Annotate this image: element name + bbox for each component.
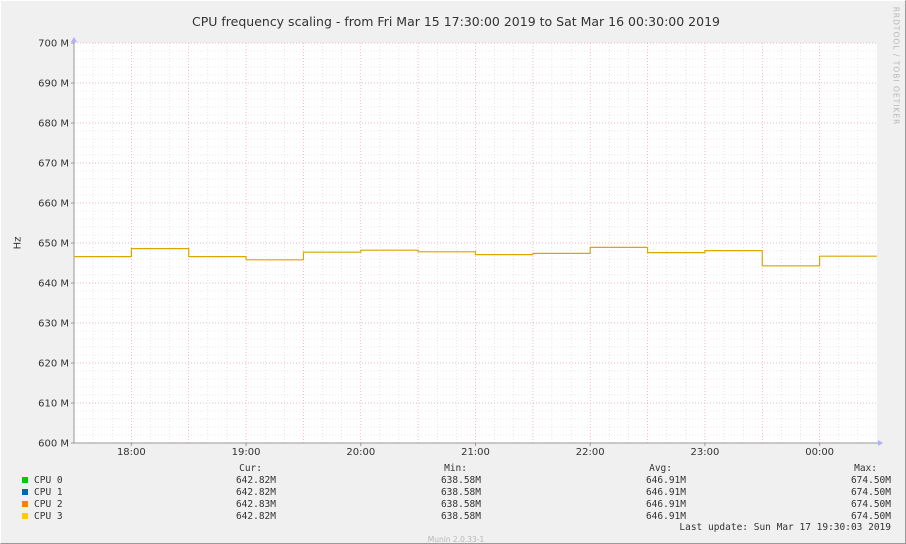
legend-series-name: CPU 2 — [34, 499, 63, 510]
legend-value: 642.83M — [235, 499, 276, 510]
series-line-cpu-3 — [74, 246, 877, 267]
x-axis-arrow — [878, 440, 883, 446]
y-tick-label: 600 M — [38, 439, 69, 450]
y-tick-label: 640 M — [38, 279, 69, 290]
legend-value: 638.58M — [440, 475, 481, 486]
legend-value: 674.50M — [850, 475, 891, 486]
legend-value: 646.91M — [645, 487, 686, 498]
legend-value: 638.58M — [440, 499, 481, 510]
legend-header: Cur: — [239, 463, 262, 474]
legend-value: 646.91M — [645, 511, 686, 522]
legend-value: 674.50M — [850, 511, 891, 522]
munin-version: Munin 2.0.33-1 — [427, 535, 485, 544]
y-tick-label: 660 M — [38, 199, 69, 210]
legend-value: 638.58M — [440, 487, 481, 498]
legend-header: Avg: — [649, 463, 672, 474]
legend-value: 642.82M — [235, 511, 276, 522]
legend-swatch — [22, 489, 28, 495]
y-tick-label: 690 M — [38, 79, 69, 90]
y-axis-arrow — [71, 37, 77, 42]
legend-series-name: CPU 0 — [34, 475, 63, 486]
legend-value: 642.82M — [235, 487, 276, 498]
x-tick-label: 21:00 — [461, 447, 490, 458]
legend-swatch — [22, 477, 28, 483]
y-tick-label: 610 M — [38, 399, 69, 410]
x-tick-label: 22:00 — [576, 447, 605, 458]
x-tick-label: 19:00 — [232, 447, 261, 458]
legend-value: 646.91M — [645, 475, 686, 486]
x-tick-label: 18:00 — [117, 447, 146, 458]
legend-swatch — [22, 501, 28, 507]
legend-header: Max: — [854, 463, 877, 474]
x-tick-label: 23:00 — [691, 447, 720, 458]
legend-series-name: CPU 1 — [34, 487, 63, 498]
last-update: Last update: Sun Mar 17 19:30:03 2019 — [679, 522, 891, 533]
legend-value: 674.50M — [850, 487, 891, 498]
y-tick-label: 700 M — [38, 39, 69, 50]
y-tick-label: 680 M — [38, 119, 69, 130]
legend-value: 638.58M — [440, 511, 481, 522]
legend-series-name: CPU 3 — [34, 511, 63, 522]
legend-value: 674.50M — [850, 499, 891, 510]
legend-header: Min: — [444, 463, 467, 474]
legend-value: 646.91M — [645, 499, 686, 510]
legend-swatch — [22, 513, 28, 519]
y-tick-label: 670 M — [38, 159, 69, 170]
x-tick-label: 00:00 — [805, 447, 834, 458]
legend-value: 642.82M — [235, 475, 276, 486]
x-tick-label: 20:00 — [346, 447, 375, 458]
y-tick-label: 630 M — [38, 319, 69, 330]
chart-title: CPU frequency scaling - from Fri Mar 15 … — [192, 14, 720, 29]
y-tick-label: 620 M — [38, 359, 69, 370]
y-tick-label: 650 M — [38, 239, 69, 250]
